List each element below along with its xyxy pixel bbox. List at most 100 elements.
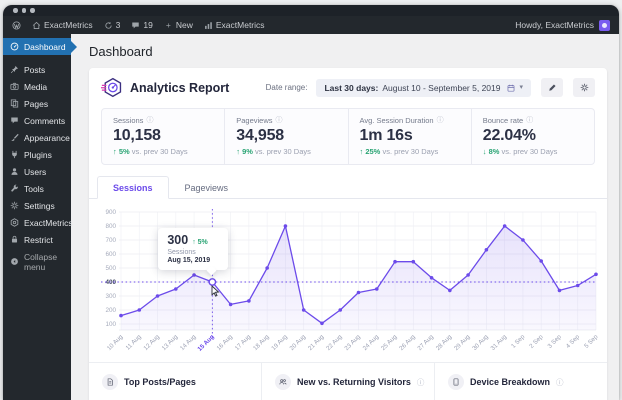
- adminbar-exactmetrics-toolbar[interactable]: ExactMetrics: [204, 20, 265, 30]
- trend-up-icon: ↑: [113, 147, 119, 156]
- info-icon[interactable]: ⓘ: [416, 377, 425, 387]
- comment-icon: [131, 21, 140, 30]
- date-range-selector[interactable]: Last 30 days: August 10 - September 5, 2…: [316, 78, 531, 97]
- svg-text:18 Aug: 18 Aug: [252, 333, 271, 352]
- sidebar-item-label: Media: [24, 81, 48, 92]
- window-control-dot[interactable]: [30, 8, 35, 13]
- stat-avg-session-duration: Avg. Session Duration ⓘ 1m 16s ↑ 25% vs. pr…: [347, 109, 471, 164]
- svg-text:5 Sep: 5 Sep: [583, 333, 600, 350]
- sidebar-item-comments[interactable]: Comments: [3, 112, 71, 129]
- svg-text:2 Sep: 2 Sep: [528, 333, 545, 350]
- adminbar-new-content[interactable]: + New: [164, 20, 193, 30]
- svg-text:22 Aug: 22 Aug: [325, 333, 344, 352]
- sidebar-item-label: Collapse menu: [24, 251, 58, 272]
- info-icon[interactable]: ⓘ: [146, 117, 154, 124]
- stat-delta-percent: 25%: [365, 147, 381, 156]
- info-icon[interactable]: ⓘ: [275, 117, 283, 124]
- info-icon[interactable]: ⓘ: [556, 377, 564, 387]
- svg-text:100: 100: [105, 321, 116, 328]
- report-settings-button[interactable]: [573, 78, 595, 97]
- svg-text:13 Aug: 13 Aug: [161, 333, 180, 352]
- stat-value: 22.04%: [482, 127, 536, 144]
- sidebar-item-label: ExactMetrics: [24, 217, 73, 228]
- adminbar-updates[interactable]: 3: [104, 20, 120, 30]
- user-avatar[interactable]: [599, 19, 610, 31]
- wp-sidebar-menu: Dashboard Posts Media Pages Comments Appearan…: [3, 34, 77, 400]
- sidebar-item-label: Comments: [24, 115, 66, 126]
- sidebar-item-users[interactable]: Users: [3, 163, 71, 180]
- edit-report-button[interactable]: [541, 78, 563, 97]
- svg-text:600: 600: [105, 251, 116, 258]
- sidebar-item-settings[interactable]: Settings: [3, 197, 71, 214]
- svg-text:11 Aug: 11 Aug: [124, 333, 143, 352]
- widget-title: Top Posts/Pages: [124, 377, 196, 387]
- sidebar-item-plugins[interactable]: Plugins: [3, 146, 71, 163]
- pencil-icon: [548, 83, 557, 92]
- sidebar-item-appearance[interactable]: Appearance: [3, 129, 71, 146]
- stat-delta: ↑ 5% vs. prev 30 Days: [113, 147, 188, 156]
- user-icon: [10, 167, 19, 176]
- exactmetrics-logo-icon: [101, 77, 122, 98]
- stat-delta-percent: 9%: [242, 147, 253, 156]
- comment-icon: [10, 116, 19, 125]
- report-widgets: Top Posts/PagesPOST/PAGEUNIQUE VISITS New…: [89, 362, 607, 400]
- main-content: Dashboard Analytics Report Date range: L…: [71, 34, 619, 400]
- svg-text:400: 400: [105, 279, 116, 286]
- sidebar-item-label: Settings: [24, 200, 55, 211]
- stat-pageviews: Pageviews ⓘ 34,958 ↑ 9% vs. prev 30 Days: [224, 109, 347, 164]
- window-control-dot[interactable]: [13, 8, 18, 13]
- gear-icon: [580, 83, 589, 92]
- stat-label: Pageviews ⓘ: [236, 116, 283, 125]
- sidebar-item-label: Restrict: [24, 234, 53, 245]
- stat-sessions: Sessions ⓘ 10,158 ↑ 5% vs. prev 30 Days: [102, 109, 224, 164]
- widget-device-breakdown: Device Breakdown ⓘ: [434, 363, 607, 400]
- sidebar-item-exactmetrics[interactable]: ExactMetrics: [3, 214, 73, 231]
- sidebar-item-posts[interactable]: Posts: [3, 61, 71, 78]
- sidebar-item-media[interactable]: Media: [3, 78, 71, 95]
- widget-title: New vs. Returning Visitors: [297, 377, 411, 387]
- date-range-preset: Last 30 days:: [324, 82, 379, 93]
- widget-top-posts-pages: Top Posts/PagesPOST/PAGEUNIQUE VISITS: [89, 363, 261, 400]
- info-icon[interactable]: ⓘ: [436, 117, 444, 124]
- window-control-dot[interactable]: [21, 8, 26, 13]
- sidebar-item-label: Users: [24, 166, 47, 177]
- chart-tabs: Sessions Pageviews: [89, 176, 607, 199]
- brush-icon: [10, 133, 19, 142]
- tooltip-series: Sessions: [167, 249, 196, 256]
- stat-value: 34,958: [236, 127, 284, 144]
- svg-text:21 Aug: 21 Aug: [307, 333, 326, 352]
- tooltip-delta: ↑ 5%: [192, 239, 208, 246]
- svg-text:800: 800: [105, 223, 116, 230]
- sidebar-item-collapse-menu[interactable]: Collapse menu: [3, 248, 71, 275]
- tab-pageviews[interactable]: Pageviews: [184, 183, 229, 193]
- stat-delta: ↑ 25% vs. prev 30 Days: [359, 147, 439, 156]
- svg-text:23 Aug: 23 Aug: [343, 333, 362, 352]
- tab-sessions[interactable]: Sessions: [97, 176, 169, 199]
- sidebar-item-tools[interactable]: Tools: [3, 180, 71, 197]
- sidebar-item-label: Dashboard: [24, 41, 66, 52]
- adminbar-comments[interactable]: 19: [131, 20, 153, 30]
- svg-text:30 Aug: 30 Aug: [471, 333, 490, 352]
- plug-icon: [10, 150, 19, 159]
- svg-text:10 Aug: 10 Aug: [106, 333, 125, 352]
- plus-icon: +: [165, 19, 171, 30]
- svg-text:4 Sep: 4 Sep: [565, 333, 582, 350]
- adminbar-wordpress-logo[interactable]: [12, 20, 21, 30]
- sidebar-item-dashboard[interactable]: Dashboard: [3, 38, 77, 55]
- window-titlebar: [3, 5, 619, 16]
- info-icon[interactable]: ⓘ: [526, 117, 534, 124]
- sidebar-item-restrict[interactable]: Restrict: [3, 231, 71, 248]
- adminbar-site-name[interactable]: ExactMetrics: [32, 20, 93, 30]
- sidebar-item-label: Tools: [24, 183, 44, 194]
- sidebar-item-pages[interactable]: Pages: [3, 95, 71, 112]
- howdy-text[interactable]: Howdy, ExactMetrics: [515, 20, 594, 30]
- trend-up-icon: ↑: [359, 147, 366, 156]
- doc-icon: [102, 374, 118, 390]
- collapse-icon: [10, 257, 19, 266]
- svg-text:300: 300: [105, 293, 116, 300]
- calendar-icon: [507, 84, 515, 92]
- svg-text:12 Aug: 12 Aug: [142, 333, 161, 352]
- adminbar-new-content-label: New: [175, 20, 193, 30]
- lock-icon: [10, 235, 19, 244]
